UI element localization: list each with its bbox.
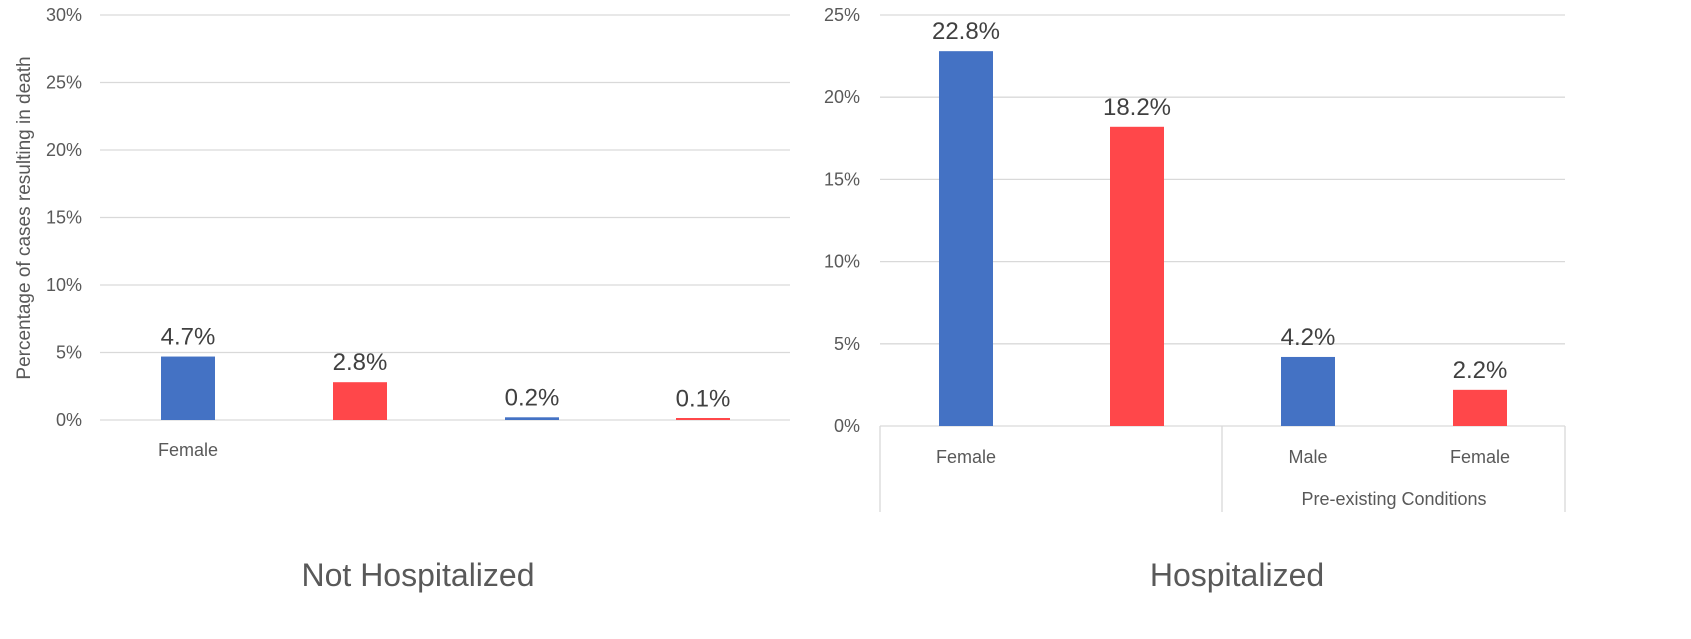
group-label: Pre-existing Conditions	[1301, 489, 1486, 509]
bar	[1110, 126, 1164, 427]
y-tick-label: 10%	[824, 252, 860, 272]
y-tick-label: 15%	[824, 169, 860, 189]
data-label: 0.2%	[505, 384, 560, 411]
data-label: 2.8%	[333, 349, 388, 376]
y-tick-label: 5%	[834, 334, 860, 354]
data-label: 18.2%	[1103, 94, 1171, 121]
y-tick-label: 20%	[824, 87, 860, 107]
y-tick-label: 15%	[46, 208, 82, 228]
bar	[1453, 389, 1507, 426]
hospitalized-panel: 0% 5% 10% 15% 20% 25% 22.8% 18.2% 4.2% 2.2% Female…	[824, 5, 1566, 593]
category-label: Female	[936, 447, 996, 467]
category-label: Male	[1288, 447, 1327, 467]
data-label: 0.1%	[676, 386, 731, 413]
y-tick-label: 0%	[56, 410, 82, 430]
y-tick-label: 25%	[46, 73, 82, 93]
panel-title: Hospitalized	[1150, 557, 1324, 593]
y-tick-label: 30%	[46, 5, 82, 25]
y-tick-label: 10%	[46, 275, 82, 295]
category-label: Female	[158, 440, 218, 460]
y-tick-label: 0%	[834, 416, 860, 436]
panel-title: Not Hospitalized	[302, 557, 535, 593]
bar	[1281, 356, 1335, 426]
data-label: 22.8%	[932, 18, 1000, 45]
y-tick-label: 20%	[46, 140, 82, 160]
bar	[939, 51, 993, 426]
bar	[505, 417, 559, 420]
data-label: 4.2%	[1281, 324, 1336, 351]
bar	[333, 382, 387, 420]
category-label: Female	[1450, 447, 1510, 467]
data-label: 4.7%	[161, 324, 216, 351]
bar	[676, 418, 730, 420]
data-label: 2.2%	[1453, 357, 1508, 384]
bar	[161, 356, 215, 420]
not-hospitalized-panel: 0% 5% 10% 15% 20% 25% 30% 4.7% 2.8% 0.2% 0.1% Femal…	[14, 5, 790, 593]
y-axis-title: Percentage of cases resulting in death	[14, 56, 35, 379]
y-tick-label: 25%	[824, 5, 860, 25]
y-tick-label: 5%	[56, 343, 82, 363]
